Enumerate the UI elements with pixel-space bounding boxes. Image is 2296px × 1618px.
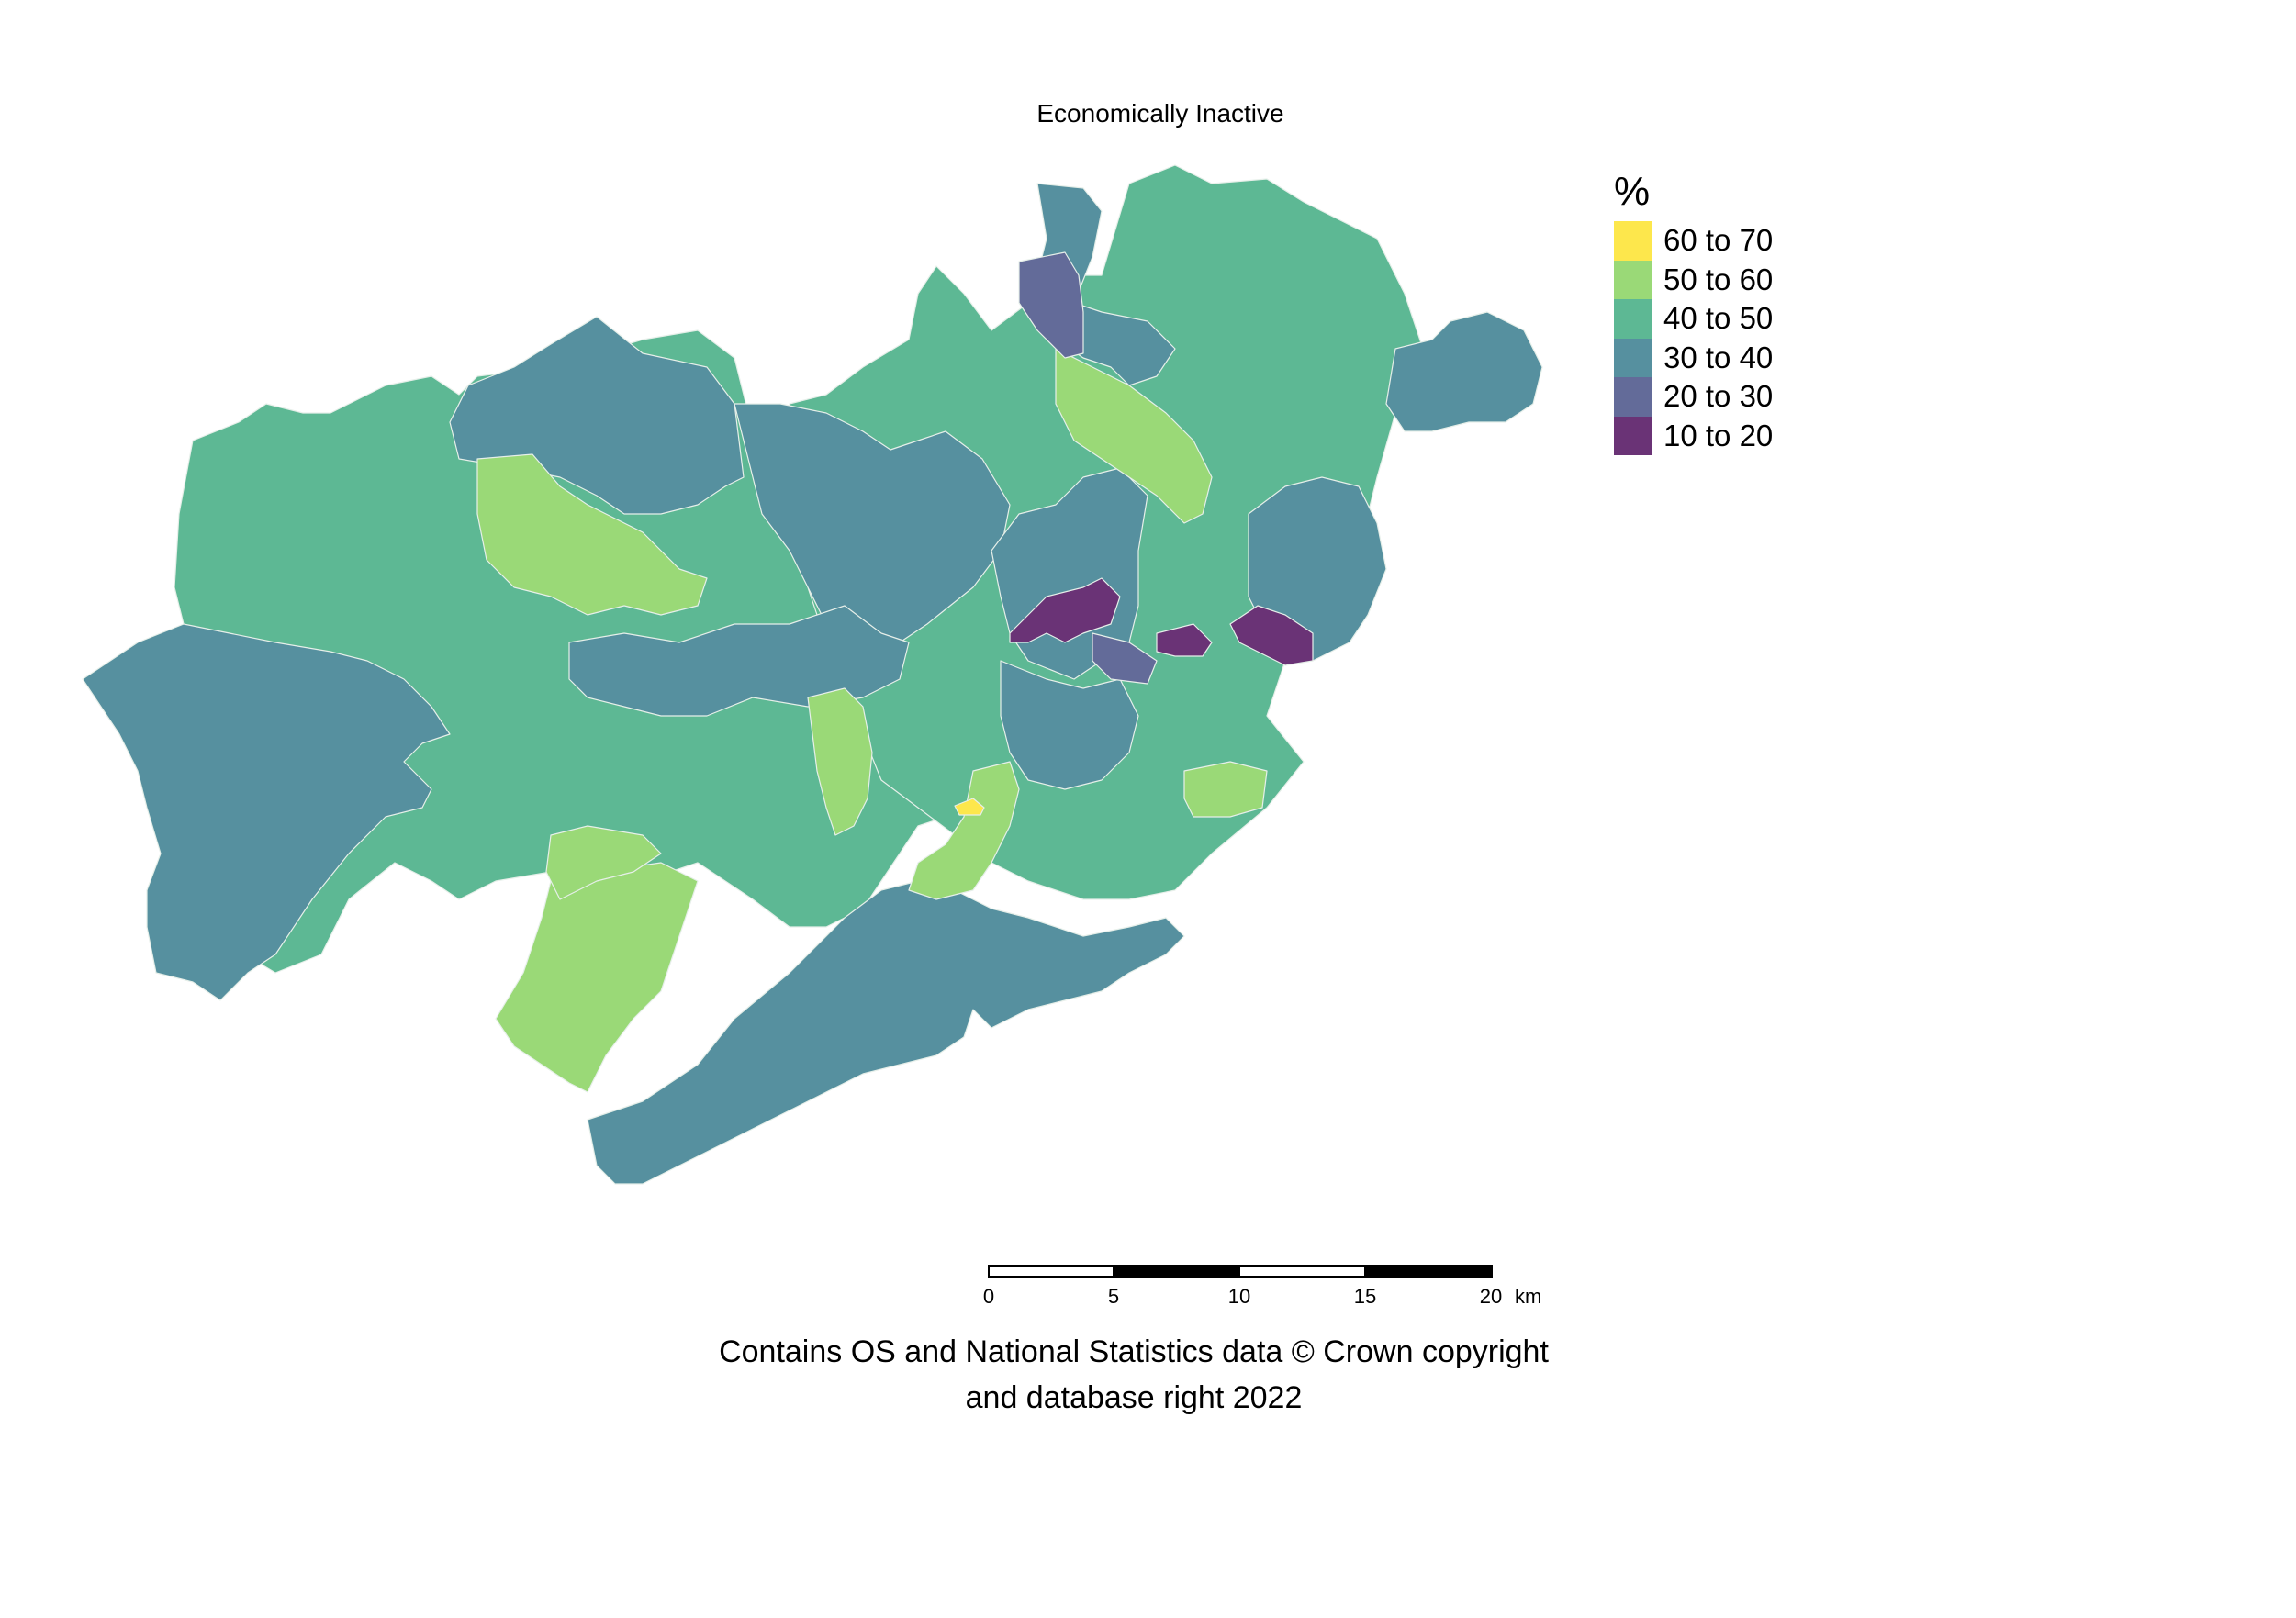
- legend-swatch: [1614, 377, 1652, 417]
- area-band-30-40-west: [82, 623, 451, 1001]
- area-band-50-60-centre-strip: [807, 687, 873, 836]
- area-band-50-60-south-moor: [495, 862, 699, 1093]
- legend-label: 30 to 40: [1663, 340, 1774, 374]
- area-band-30-40-southcentre: [1000, 660, 1139, 790]
- legend-item: 50 to 60: [1614, 260, 1774, 299]
- scale-bar-segment: [988, 1265, 1114, 1278]
- area-band-10-20-town-west: [1009, 577, 1121, 643]
- legend-swatch: [1614, 338, 1652, 377]
- scale-bar-segment: [1113, 1265, 1240, 1278]
- legend-label: 50 to 60: [1663, 262, 1774, 296]
- scale-bar-tick-label: 10: [1227, 1285, 1251, 1308]
- area-band-50-60-north-valley: [1055, 348, 1213, 524]
- area-band-10-20-town-east: [1229, 605, 1314, 666]
- scale-bar-segment: [1364, 1265, 1493, 1278]
- scale-bar-tick-label: 20: [1479, 1285, 1503, 1308]
- attribution-line: Contains OS and National Statistics data…: [719, 1334, 1549, 1369]
- area-band-50-60-south-west-small: [545, 825, 662, 900]
- legend-item: 10 to 20: [1614, 416, 1774, 455]
- legend-swatch: [1614, 221, 1652, 261]
- legend-label: 40 to 50: [1663, 301, 1774, 336]
- legend-label: 10 to 20: [1663, 418, 1774, 452]
- map-legend: % 60 to 70 50 to 60 40 to 50 30 to 40 20…: [1614, 170, 1773, 455]
- legend-label: 60 to 70: [1663, 223, 1774, 258]
- legend-item: 20 to 30: [1614, 377, 1773, 417]
- scale-bar-unit: km: [1515, 1285, 1542, 1308]
- area-band-30-40-centre-north: [734, 403, 1011, 643]
- area-band-50-60-east-small: [1183, 761, 1268, 818]
- area-band-20-30-centre: [1092, 632, 1158, 685]
- attribution-caption: Contains OS and National Statistics data…: [643, 1329, 1625, 1421]
- legend-label: 20 to 30: [1663, 379, 1774, 414]
- area-band-20-30-north: [1018, 251, 1084, 359]
- area-band-10-20-town-centre: [1156, 623, 1213, 657]
- scale-bar-tick-label: 15: [1353, 1285, 1377, 1308]
- legend-title: %: [1614, 169, 1651, 214]
- legend-swatch: [1614, 416, 1652, 455]
- legend-item: 60 to 70: [1614, 221, 1773, 261]
- legend-item: 40 to 50: [1614, 299, 1773, 339]
- legend-swatch: [1614, 299, 1652, 339]
- area-band-50-60-centre-south: [908, 761, 1020, 900]
- area-band-30-40-south: [587, 880, 1185, 1185]
- attribution-line: and database right 2022: [965, 1380, 1303, 1415]
- scale-bar-segment: [1238, 1265, 1366, 1278]
- area-band-30-40-centre: [568, 605, 910, 717]
- scale-bar-tick-label: 5: [1107, 1285, 1120, 1308]
- area-band-60-70: [954, 798, 985, 816]
- area-band-30-40-far-east: [1385, 311, 1543, 432]
- legend-swatch: [1614, 260, 1652, 299]
- legend-item: 30 to 40: [1614, 338, 1774, 377]
- area-band-50-60-north-moor: [476, 453, 708, 616]
- map-title: Economically Inactive: [1036, 99, 1284, 128]
- scale-bar-tick-label: 0: [982, 1285, 995, 1308]
